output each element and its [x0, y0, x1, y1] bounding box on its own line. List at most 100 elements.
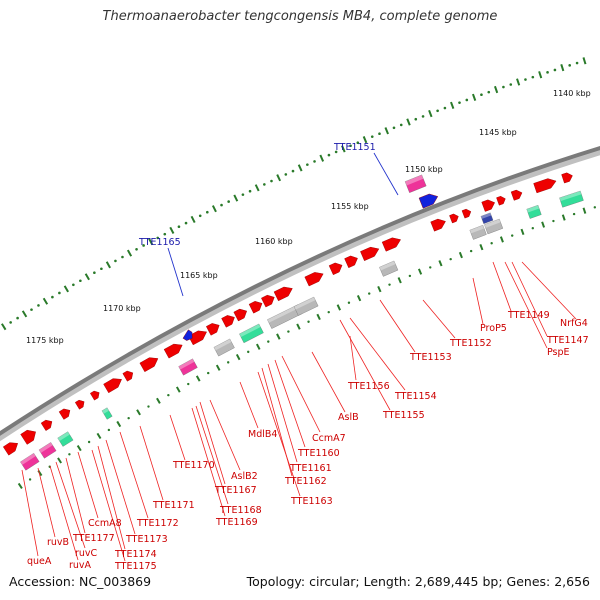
gene-block-shine [484, 219, 501, 228]
ruler-label-1160: 1160 kbp [255, 237, 293, 246]
gene-block-shine [213, 338, 232, 351]
ruler-tick [428, 109, 433, 118]
lower-ruler-tick [582, 207, 587, 214]
lower-ruler-dot [267, 340, 270, 343]
lower-ruler-dot [347, 301, 351, 304]
gene-arrow [163, 343, 183, 359]
ruler-dot [142, 244, 145, 247]
gene-label-tte1174: TTE1174 [114, 549, 157, 560]
lower-ruler-dot [368, 292, 371, 295]
gene-label-tte1156: TTE1156 [347, 381, 390, 392]
ruler-tick [148, 238, 154, 246]
lower-ruler-dot [68, 453, 71, 456]
leader-line-tte1151 [373, 152, 399, 196]
lower-ruler-tick [96, 432, 102, 440]
leader-line [511, 261, 548, 337]
gene-label-tte1168: TTE1168 [219, 505, 262, 516]
gene-arrow [206, 323, 220, 336]
lower-ruler-tick [136, 409, 141, 416]
ruler-dot [378, 132, 381, 135]
gene-block-dark [480, 212, 494, 224]
gene-arrow [103, 378, 122, 394]
lower-ruler-dot [408, 274, 412, 278]
lower-ruler-tick [276, 333, 281, 340]
gene-block [379, 260, 399, 277]
ruler-dot [553, 68, 557, 72]
ruler-ticks [1, 57, 587, 331]
gene-label-tte1153: TTE1153 [409, 352, 452, 363]
ruler-dot [72, 283, 75, 287]
gene-block [20, 453, 40, 471]
gene-label-tte1149: TTE1149 [507, 310, 550, 321]
gene-block-shine [239, 323, 261, 338]
leader-line [339, 319, 391, 411]
gene-label-ruvc: ruvC [75, 548, 98, 559]
leader-line [504, 261, 548, 349]
gene-label-tte1155: TTE1155 [382, 410, 425, 421]
ruler-tick [1, 323, 7, 331]
ruler-tick [254, 184, 260, 192]
lower-ruler-dot [167, 393, 170, 397]
accession-text: Accession: NC_003869 [9, 574, 152, 589]
gene-block [559, 190, 584, 208]
lower-ruler-tick [438, 260, 443, 267]
leader-line [257, 371, 301, 497]
leader-line [267, 363, 298, 463]
gene-block [38, 442, 57, 459]
gene-block-shine [267, 304, 300, 323]
gene-arrow [139, 357, 159, 373]
ruler-dot [356, 141, 360, 144]
gene-label-ccma7: CcmA7 [312, 433, 346, 444]
leader-line [139, 425, 164, 501]
ruler-tick [63, 285, 70, 293]
lower-ruler-dot [429, 266, 432, 269]
ruler-dot [399, 123, 403, 127]
ruler-tick [276, 174, 282, 182]
lower-ruler-dot [552, 219, 555, 223]
leader-line [209, 399, 241, 471]
gene-block-shine [57, 431, 70, 441]
gene-block-shine [20, 453, 36, 465]
lower-ruler-tick [156, 397, 161, 404]
gene-arrow [481, 199, 495, 212]
gene-block-shine [294, 297, 316, 310]
gene-labels: NrfG4 TTE1147 PspE TTE1149 ProP5 TTE1152… [27, 310, 589, 572]
gene-features [2, 172, 584, 471]
gene-arrow [273, 286, 293, 302]
ruler-tick [211, 205, 217, 213]
leader-line [37, 467, 56, 538]
gene-label-tte1167: TTE1167 [214, 485, 257, 496]
lower-ruler-tick [57, 457, 63, 464]
lower-ruler-tick [296, 323, 301, 330]
gene-block [293, 296, 319, 316]
ruler-dots [9, 61, 579, 324]
leader-line [239, 381, 259, 429]
lower-ruler-dot [449, 257, 452, 261]
gene-block-shine [526, 205, 540, 213]
lower-ruler-dot [226, 361, 230, 364]
lower-ruler-tick [520, 228, 525, 236]
leader-line [97, 445, 126, 550]
ruler-labels: 1140 kbp 1145 kbp 1150 kbp 1155 kbp 1160… [26, 89, 591, 345]
ruler-tick [233, 194, 239, 202]
gene-label-ruvb: ruvB [47, 537, 69, 548]
ruler-label-1150: 1150 kbp [405, 165, 443, 174]
gene-arrow [533, 178, 557, 194]
lower-ruler-tick [316, 313, 321, 321]
leader-line [65, 457, 86, 534]
ruler-dot [370, 135, 374, 138]
gene-arrow [510, 189, 523, 201]
lower-ruler-tick [561, 214, 566, 221]
ruler-dot [37, 304, 40, 307]
ruler-dot [248, 189, 252, 193]
ruler-dot [79, 279, 82, 283]
ruler-dot [220, 203, 223, 207]
ruler-dot [9, 321, 12, 324]
lower-ruler-dot [87, 440, 91, 444]
ruler-dot [270, 179, 273, 183]
gene-block [526, 204, 542, 219]
ruler-label-1175: 1175 kbp [26, 336, 64, 345]
gene-arrow [328, 262, 343, 276]
lower-ruler-dot [247, 350, 250, 354]
lower-ruler-dot [511, 234, 514, 237]
